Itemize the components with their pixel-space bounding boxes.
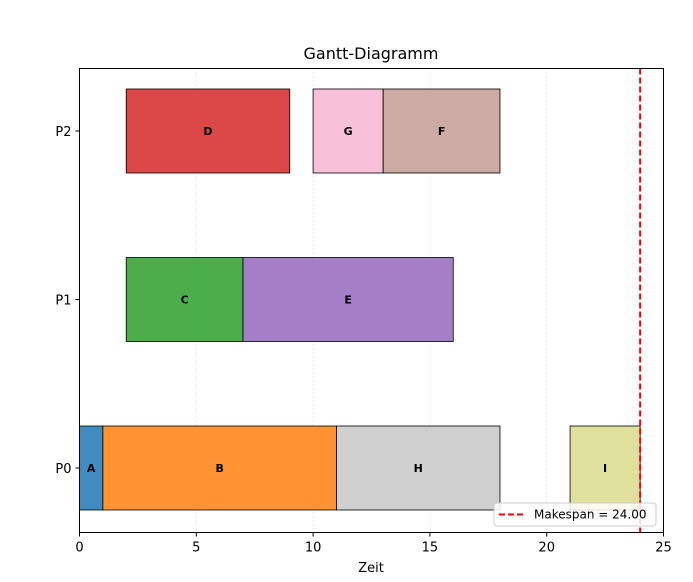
y-axis: P0 P1 P2 (55, 125, 80, 477)
legend: Makespan = 24.00 (493, 502, 657, 527)
x-tick-label-15: 15 (422, 541, 439, 556)
task-label-C: C (181, 294, 189, 307)
task-bar-C (125, 257, 244, 342)
y-tick-label-P2: P2 (55, 125, 71, 140)
y-tick-label-P0: P0 (55, 462, 71, 477)
task-label-E: E (344, 294, 352, 307)
task-label-I: I (603, 462, 607, 475)
task-bar-B (102, 425, 337, 511)
x-axis-label: Zeit (358, 561, 384, 576)
x-tick-label-10: 10 (305, 541, 322, 556)
task-bar-E (242, 257, 454, 342)
task-bars: A B H I C E D G F (79, 88, 641, 511)
task-label-D: D (203, 125, 212, 138)
task-label-F: F (438, 125, 446, 138)
task-label-B: B (215, 462, 223, 475)
task-label-G: G (344, 125, 353, 138)
task-label-A: A (87, 462, 96, 475)
chart-title: Gantt-Diagramm (304, 44, 439, 63)
legend-box (493, 502, 657, 527)
task-bar-D (125, 88, 291, 174)
plot-frame (79, 68, 664, 533)
task-label-H: H (414, 462, 423, 475)
x-tick-label-20: 20 (538, 541, 555, 556)
x-tick-label-0: 0 (75, 541, 83, 556)
task-bar-H (336, 425, 501, 511)
x-tick-label-5: 5 (192, 541, 200, 556)
legend-entry-makespan: Makespan = 24.00 (534, 508, 646, 522)
x-tick-label-25: 25 (655, 541, 672, 556)
task-bar-F (382, 88, 501, 174)
y-tick-label-P1: P1 (55, 294, 71, 309)
task-bar-I (569, 425, 641, 511)
task-bar-G (312, 88, 384, 174)
x-axis: 0 5 10 15 20 25 (75, 532, 672, 556)
